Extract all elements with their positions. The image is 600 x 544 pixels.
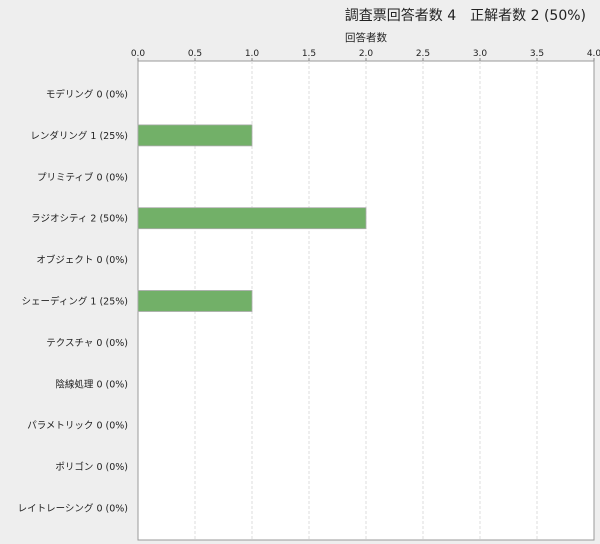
x-tick-label: 1.5 [302, 49, 316, 59]
category-label: オブジェクト 0 (0%) [36, 254, 128, 266]
category-label: シェーディング 1 (25%) [22, 296, 128, 308]
category-label: レイトレーシング 0 (0%) [18, 503, 128, 515]
x-tick-label: 3.5 [530, 49, 544, 59]
x-tick-label: 0.0 [131, 49, 146, 59]
x-tick-label: 1.0 [245, 49, 260, 59]
bar-ラジオシティ [137, 207, 367, 230]
x-tick-label: 4.0 [587, 49, 600, 59]
category-label: ポリゴン 0 (0%) [55, 461, 128, 473]
chart-title: 調査票回答者数 4 正解者数 2 (50%) [344, 8, 586, 24]
x-tick-label: 2.5 [416, 49, 430, 59]
category-label: モデリング 0 (0%) [46, 89, 128, 101]
category-label: プリミティブ 0 (0%) [37, 171, 128, 183]
x-tick-label: 0.5 [188, 49, 202, 59]
category-label: ラジオシティ 2 (50%) [31, 214, 128, 225]
x-axis-label: 回答者数 [345, 31, 387, 44]
category-label: パラメトリック 0 (0%) [27, 421, 128, 432]
category-label: テクスチャ 0 (0%) [46, 338, 128, 349]
category-label: 陰線処理 0 (0%) [55, 378, 128, 390]
x-tick-label: 2.0 [359, 49, 374, 59]
x-tick-label: 3.0 [473, 49, 488, 59]
bar-シェーディング [137, 290, 253, 312]
bar-レンダリング [137, 124, 253, 147]
category-label: レンダリング 1 (25%) [30, 130, 128, 142]
